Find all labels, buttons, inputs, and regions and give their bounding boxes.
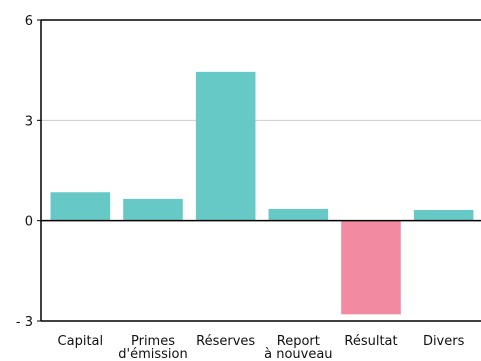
bar-4	[341, 220, 401, 315]
x-category-labels: Capital Primes d'émission Réserves Report à n…	[58, 334, 465, 361]
bars	[50, 71, 474, 315]
x-category-label-line: Report	[277, 334, 320, 349]
x-category-label: Primes d'émission	[118, 334, 187, 361]
x-category-label-line: Divers	[423, 334, 465, 349]
y-tick-label: 0	[25, 215, 33, 230]
bar-2	[195, 71, 256, 221]
axes	[37, 19, 481, 322]
x-category-label-line: d'émission	[118, 347, 187, 361]
x-category-label: Divers	[423, 334, 465, 349]
bar-1	[123, 198, 183, 221]
x-category-label: Report à nouveau	[264, 334, 332, 361]
x-category-label-line: Capital	[58, 334, 104, 349]
x-category-label-line: Réserves	[196, 334, 255, 349]
x-category-label-line: à nouveau	[264, 347, 332, 361]
x-category-label-line: Primes	[131, 334, 175, 349]
bar-5	[413, 209, 474, 221]
y-tick-label: 3	[25, 114, 33, 129]
x-category-label-line: Résultat	[344, 334, 397, 349]
bar-3	[268, 208, 329, 221]
y-tick-label: 6	[25, 14, 33, 29]
grid-lines	[41, 19, 481, 121]
y-tick-labels: 6 3 0 - 3	[16, 14, 33, 330]
x-category-label: Résultat	[344, 334, 397, 349]
y-tick-label: - 3	[16, 315, 33, 330]
x-category-label: Réserves	[196, 334, 255, 349]
x-category-label: Capital	[58, 334, 104, 349]
bar-0	[50, 192, 111, 221]
